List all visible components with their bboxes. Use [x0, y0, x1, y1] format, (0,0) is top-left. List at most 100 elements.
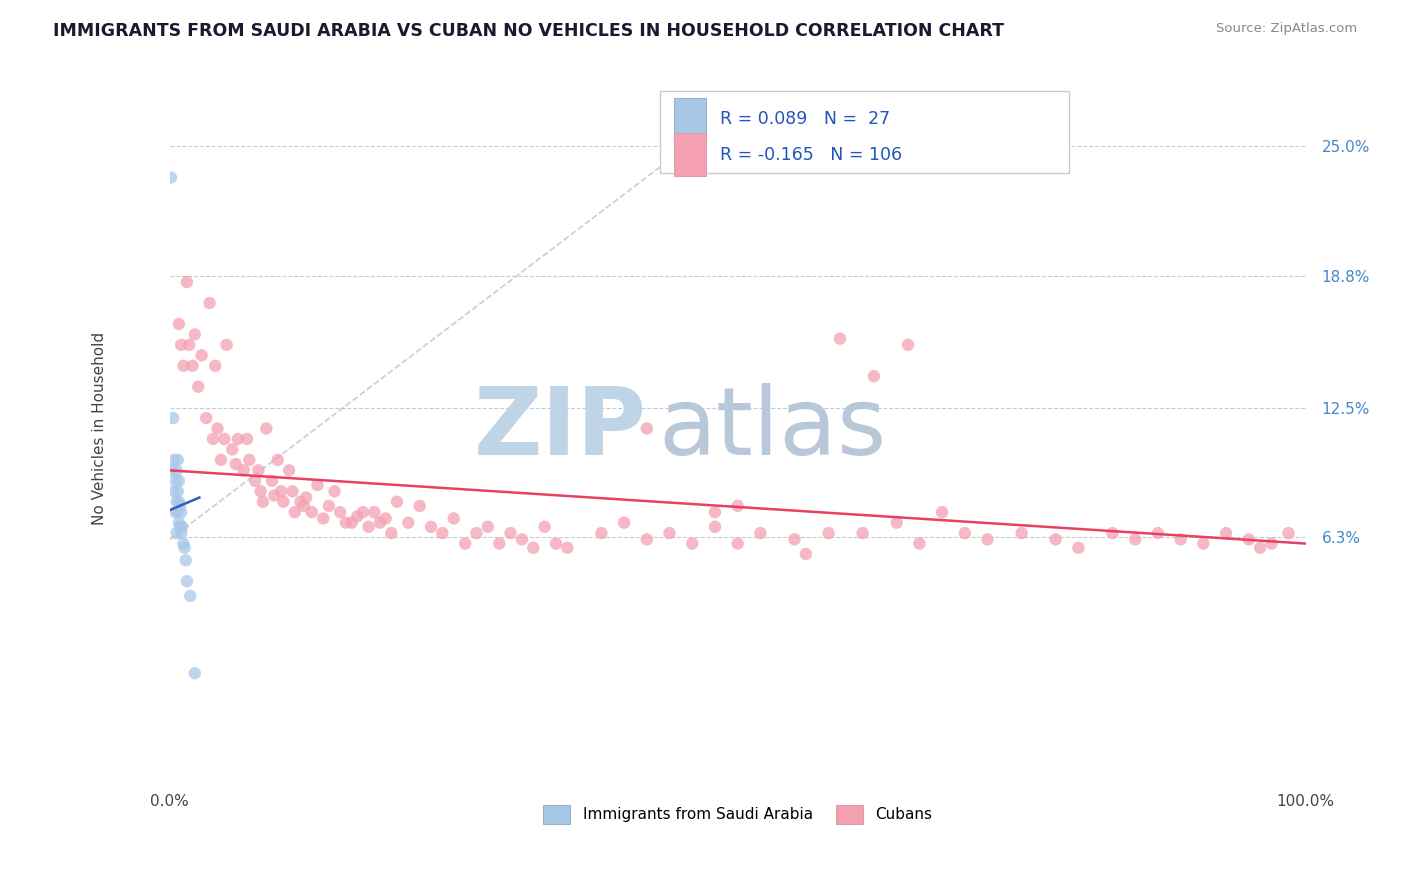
- Point: [173, 541, 195, 555]
- Point: [897, 338, 920, 352]
- Point: [170, 505, 193, 519]
- Point: [163, 484, 186, 499]
- Point: [443, 511, 465, 525]
- Point: [465, 526, 488, 541]
- Point: [226, 432, 249, 446]
- Point: [1249, 541, 1271, 555]
- Legend: Immigrants from Saudi Arabia, Cubans: Immigrants from Saudi Arabia, Cubans: [537, 799, 939, 830]
- Point: [166, 463, 188, 477]
- Point: [190, 348, 212, 362]
- Point: [166, 494, 188, 508]
- Point: [533, 520, 555, 534]
- Point: [1123, 533, 1146, 547]
- Point: [172, 359, 194, 373]
- Point: [207, 421, 229, 435]
- Point: [749, 526, 772, 541]
- Y-axis label: No Vehicles in Household: No Vehicles in Household: [93, 332, 107, 525]
- Bar: [673, 98, 706, 141]
- Point: [886, 516, 908, 530]
- Point: [166, 526, 188, 541]
- Point: [225, 457, 247, 471]
- Point: [176, 275, 198, 289]
- Point: [184, 666, 207, 681]
- Point: [167, 317, 190, 331]
- Point: [273, 494, 295, 508]
- Point: [385, 494, 408, 508]
- Point: [176, 574, 198, 589]
- Point: [1170, 533, 1192, 547]
- Point: [166, 505, 188, 519]
- Point: [292, 499, 315, 513]
- Point: [329, 505, 352, 519]
- Point: [215, 338, 238, 352]
- Point: [204, 359, 226, 373]
- Point: [1101, 526, 1123, 541]
- Point: [727, 536, 749, 550]
- Point: [174, 553, 197, 567]
- Point: [281, 484, 304, 499]
- Point: [318, 499, 340, 513]
- Point: [214, 432, 236, 446]
- Point: [165, 505, 187, 519]
- Point: [172, 536, 194, 550]
- Point: [1215, 526, 1237, 541]
- Point: [179, 589, 201, 603]
- Point: [931, 505, 953, 519]
- Point: [278, 463, 301, 477]
- Point: [557, 541, 579, 555]
- Point: [284, 505, 307, 519]
- Point: [198, 296, 221, 310]
- Point: [681, 536, 703, 550]
- Point: [817, 526, 839, 541]
- Text: atlas: atlas: [658, 383, 886, 475]
- Point: [236, 432, 259, 446]
- Text: Source: ZipAtlas.com: Source: ZipAtlas.com: [1216, 22, 1357, 36]
- Point: [863, 369, 886, 384]
- Point: [396, 516, 419, 530]
- Point: [1147, 526, 1170, 541]
- Point: [179, 338, 201, 352]
- Point: [704, 505, 727, 519]
- Point: [976, 533, 998, 547]
- Point: [1237, 533, 1260, 547]
- Point: [167, 494, 190, 508]
- Point: [346, 509, 368, 524]
- Point: [658, 526, 681, 541]
- Point: [172, 520, 194, 534]
- Point: [295, 491, 318, 505]
- Point: [363, 505, 385, 519]
- Point: [454, 536, 477, 550]
- Point: [209, 453, 232, 467]
- Text: R = -0.165   N = 106: R = -0.165 N = 106: [720, 145, 901, 163]
- Point: [307, 478, 329, 492]
- Point: [613, 516, 636, 530]
- Point: [783, 533, 806, 547]
- Point: [221, 442, 243, 457]
- Point: [591, 526, 613, 541]
- Point: [499, 526, 522, 541]
- Point: [544, 536, 567, 550]
- Point: [352, 505, 374, 519]
- Point: [953, 526, 976, 541]
- Point: [232, 463, 254, 477]
- Point: [374, 511, 396, 525]
- Bar: [673, 133, 706, 176]
- Point: [238, 453, 260, 467]
- Point: [357, 520, 380, 534]
- Point: [252, 494, 274, 508]
- Point: [1067, 541, 1090, 555]
- Point: [184, 327, 207, 342]
- Point: [167, 474, 190, 488]
- Point: [340, 516, 363, 530]
- Point: [704, 520, 727, 534]
- Point: [167, 516, 190, 530]
- Point: [1045, 533, 1067, 547]
- Point: [1277, 526, 1299, 541]
- Point: [1192, 536, 1215, 550]
- Point: [794, 547, 817, 561]
- Point: [828, 332, 851, 346]
- Point: [263, 488, 285, 502]
- Point: [170, 338, 193, 352]
- Point: [260, 474, 283, 488]
- Point: [163, 453, 186, 467]
